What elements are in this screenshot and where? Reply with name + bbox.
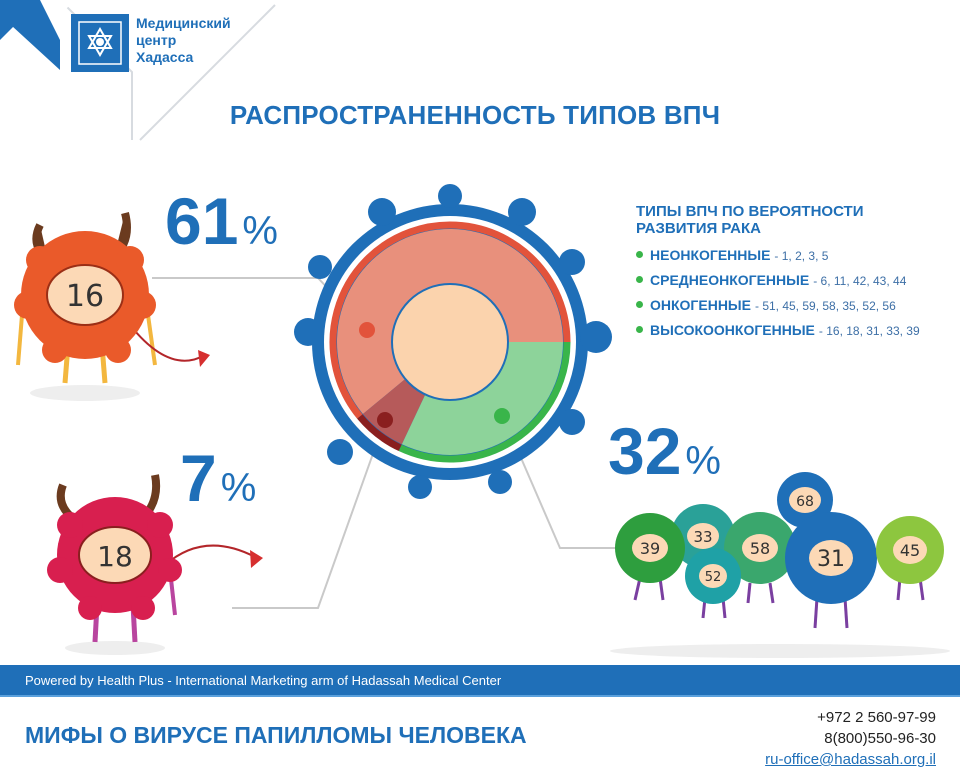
slice-18-marker bbox=[377, 412, 393, 428]
monster-18-label: 18 bbox=[97, 540, 133, 573]
monster-45-label: 45 bbox=[900, 541, 920, 560]
footer-bar: Powered by Health Plus - International M… bbox=[0, 665, 960, 695]
pie-ring-18 bbox=[357, 414, 402, 452]
legend-item-name: СРЕДНЕОНКОГЕННЫЕ bbox=[650, 272, 810, 288]
stat-32-percent: % bbox=[685, 439, 721, 483]
stat-61-value: 61 bbox=[165, 184, 239, 258]
legend-title: ТИПЫ ВПЧ ПО ВЕРОЯТНОСТИ РАЗВИТИЯ РАКА bbox=[636, 203, 864, 237]
stat-32-value: 32 bbox=[608, 414, 682, 488]
pie-center bbox=[391, 283, 509, 401]
pie-ring-другие bbox=[398, 341, 571, 463]
phone-1[interactable]: +972 2 560-97-99 bbox=[817, 709, 936, 726]
email-link[interactable]: ru-office@hadassah.org.il bbox=[765, 751, 936, 768]
stat-61: 61% bbox=[165, 188, 278, 264]
monster-68-label: 68 bbox=[796, 494, 814, 510]
monster-52-label: 52 bbox=[705, 570, 722, 585]
legend: ТИПЫ ВПЧ ПО ВЕРОЯТНОСТИ РАЗВИТИЯ РАКА НЕ… bbox=[636, 203, 956, 343]
legend-item-name: НЕОНКОГЕННЫЕ bbox=[650, 247, 771, 263]
slice-16-marker bbox=[359, 322, 375, 338]
stat-7: 7% bbox=[180, 445, 256, 521]
legend-item-list: - 1, 2, 3, 5 bbox=[774, 249, 829, 263]
logo-text[interactable]: Медицинский центр Хадасса bbox=[136, 15, 266, 66]
page-title: РАСПРОСТРАНЕННОСТЬ ТИПОВ ВПЧ bbox=[229, 100, 721, 130]
monster-39-label: 39 bbox=[640, 539, 660, 558]
monster-31-label: 31 bbox=[817, 547, 845, 572]
legend-item-name: ОНКОГЕННЫЕ bbox=[650, 297, 751, 313]
stat-7-percent: % bbox=[220, 466, 257, 510]
legend-item: ОНКОГЕННЫЕ - 51, 45, 59, 58, 35, 52, 56 bbox=[636, 293, 956, 318]
slice-other-marker bbox=[494, 408, 510, 424]
footer-divider bbox=[0, 695, 960, 697]
bottom-title: МИФЫ О ВИРУСЕ ПАПИЛЛОМЫ ЧЕЛОВЕКА bbox=[25, 722, 527, 748]
legend-item-name: ВЫСОКООНКОГЕННЫЕ bbox=[650, 322, 815, 338]
stat-7-value: 7 bbox=[180, 441, 217, 515]
stat-61-percent: % bbox=[242, 209, 278, 253]
monster-group-illustration: 68 33 39 58 52 31 45 bbox=[610, 472, 950, 658]
monster-18-illustration: 18 bbox=[47, 474, 263, 655]
legend-bullet-icon bbox=[636, 276, 643, 283]
legend-item: СРЕДНЕОНКОГЕННЫЕ - 6, 11, 42, 43, 44 bbox=[636, 268, 956, 293]
powered-by-text: Powered by Health Plus - International M… bbox=[25, 673, 502, 688]
logo-line-1: Медицинский bbox=[136, 15, 231, 31]
monster-33-label: 33 bbox=[693, 528, 712, 546]
legend-item-list: - 16, 18, 31, 33, 39 bbox=[818, 324, 920, 338]
legend-bullet-icon bbox=[636, 326, 643, 333]
pie-chart bbox=[294, 184, 612, 499]
stat-32: 32% bbox=[608, 418, 721, 494]
logo-line-3: Хадасса bbox=[136, 49, 194, 65]
legend-bullet-icon bbox=[636, 251, 643, 258]
monster-16-illustration: 16 bbox=[14, 211, 210, 401]
contacts: +972 2 560-97-99 8(800)550-96-30 ru-offi… bbox=[765, 707, 936, 770]
corner-blue-triangle bbox=[0, 0, 60, 70]
legend-item: ВЫСОКООНКОГЕННЫЕ - 16, 18, 31, 33, 39 bbox=[636, 318, 956, 343]
monster-58-label: 58 bbox=[750, 539, 770, 558]
phone-2[interactable]: 8(800)550-96-30 bbox=[824, 730, 936, 747]
legend-item-list: - 51, 45, 59, 58, 35, 52, 56 bbox=[754, 299, 896, 313]
logo-box[interactable] bbox=[71, 14, 129, 72]
pie-ring-16 bbox=[329, 221, 571, 419]
legend-item: НЕОНКОГЕННЫЕ - 1, 2, 3, 5 bbox=[636, 243, 956, 268]
legend-item-list: - 6, 11, 42, 43, 44 bbox=[813, 274, 907, 288]
legend-bullet-icon bbox=[636, 301, 643, 308]
hadassah-emblem-icon bbox=[78, 21, 122, 65]
logo-line-2: центр bbox=[136, 32, 177, 48]
monster-16-label: 16 bbox=[66, 279, 104, 314]
